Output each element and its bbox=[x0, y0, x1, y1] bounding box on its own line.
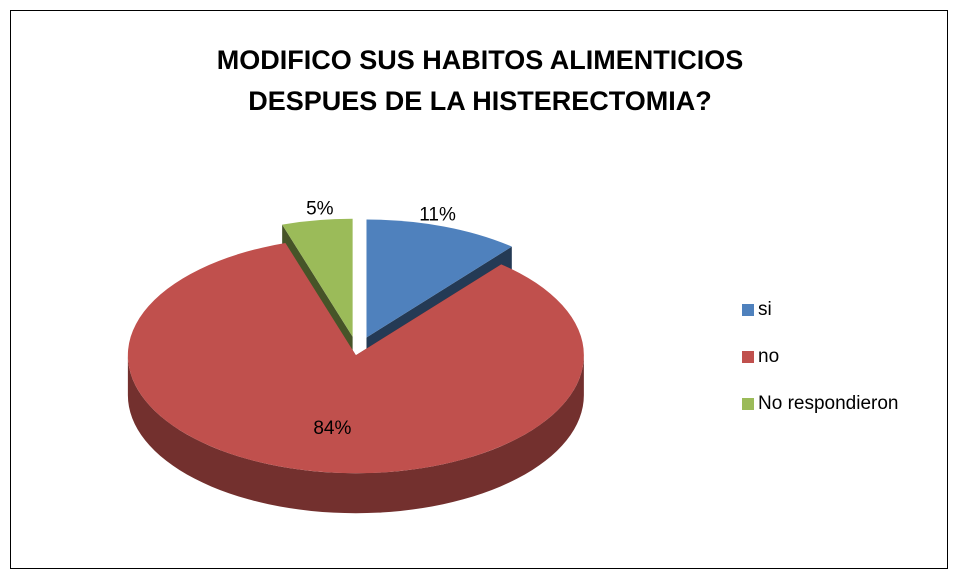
legend-swatch bbox=[742, 398, 754, 410]
legend-swatch bbox=[742, 351, 754, 363]
legend-label: si bbox=[758, 299, 772, 320]
slice bbox=[127, 243, 584, 474]
legend-swatch bbox=[742, 304, 754, 316]
slice bbox=[366, 219, 512, 338]
data-label: 84% bbox=[313, 418, 351, 439]
data-label: 11% bbox=[419, 204, 456, 225]
data-label: 5% bbox=[306, 199, 334, 220]
slice-side bbox=[127, 355, 584, 514]
legend-label: No respondieron bbox=[758, 393, 898, 414]
legend-label: no bbox=[758, 346, 779, 367]
slice bbox=[282, 218, 353, 337]
chart-title: DESPUES DE LA HISTERECTOMIA? bbox=[248, 86, 712, 116]
chart-title: MODIFICO SUS HABITOS ALIMENTICIOS bbox=[217, 45, 744, 75]
